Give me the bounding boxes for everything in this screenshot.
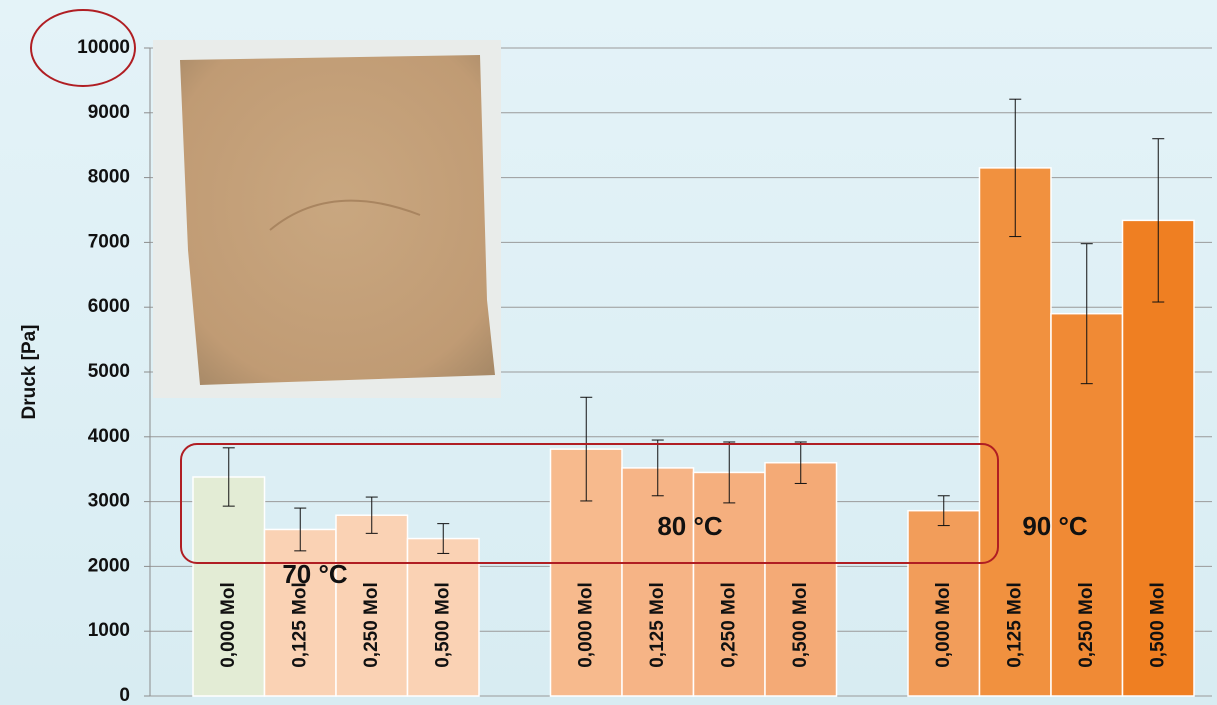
bar [978, 167, 1052, 697]
y-tick-label: 1000 [88, 620, 130, 641]
y-tick-label: 8000 [88, 167, 130, 188]
group-label: 70 °C [282, 559, 348, 589]
bar [406, 537, 480, 697]
x-tick-label: 0,250 Mol [361, 582, 382, 668]
x-tick-label: 0,500 Mol [790, 582, 811, 668]
x-tick-label: 0,125 Mol [289, 582, 310, 668]
x-tick-label: 0,000 Mol [218, 582, 239, 668]
group-label: 80 °C [657, 511, 723, 541]
bar [907, 509, 981, 697]
y-tick-label: 4000 [88, 426, 130, 447]
bar [621, 467, 695, 697]
x-tick-label: 0,500 Mol [1147, 582, 1168, 668]
highlight-circle [30, 9, 136, 87]
bar [335, 514, 409, 697]
y-axis-label: Druck [Pa] [19, 324, 40, 419]
x-tick-label: 0,000 Mol [933, 582, 954, 668]
x-tick-label: 0,250 Mol [1076, 582, 1097, 668]
bar [263, 528, 337, 697]
bar [764, 461, 838, 697]
y-tick-label: 5000 [88, 361, 130, 382]
x-tick-label: 0,125 Mol [647, 582, 668, 668]
x-tick-label: 0,125 Mol [1004, 582, 1025, 668]
bar [192, 476, 266, 697]
y-tick-label: 10000 [77, 37, 130, 58]
y-tick-label: 2000 [88, 555, 130, 576]
x-tick-label: 0,500 Mol [432, 582, 453, 668]
y-tick-label: 6000 [88, 296, 130, 317]
y-tick-label: 3000 [88, 491, 130, 512]
photo-inset [153, 40, 501, 398]
x-tick-label: 0,000 Mol [575, 582, 596, 668]
y-tick-label: 9000 [88, 102, 130, 123]
bar [692, 471, 766, 697]
y-tick-label: 7000 [88, 231, 130, 252]
y-tick-label: 0 [119, 685, 130, 705]
x-tick-label: 0,250 Mol [718, 582, 739, 668]
group-label: 90 °C [1022, 511, 1088, 541]
highlight-box [180, 443, 999, 564]
